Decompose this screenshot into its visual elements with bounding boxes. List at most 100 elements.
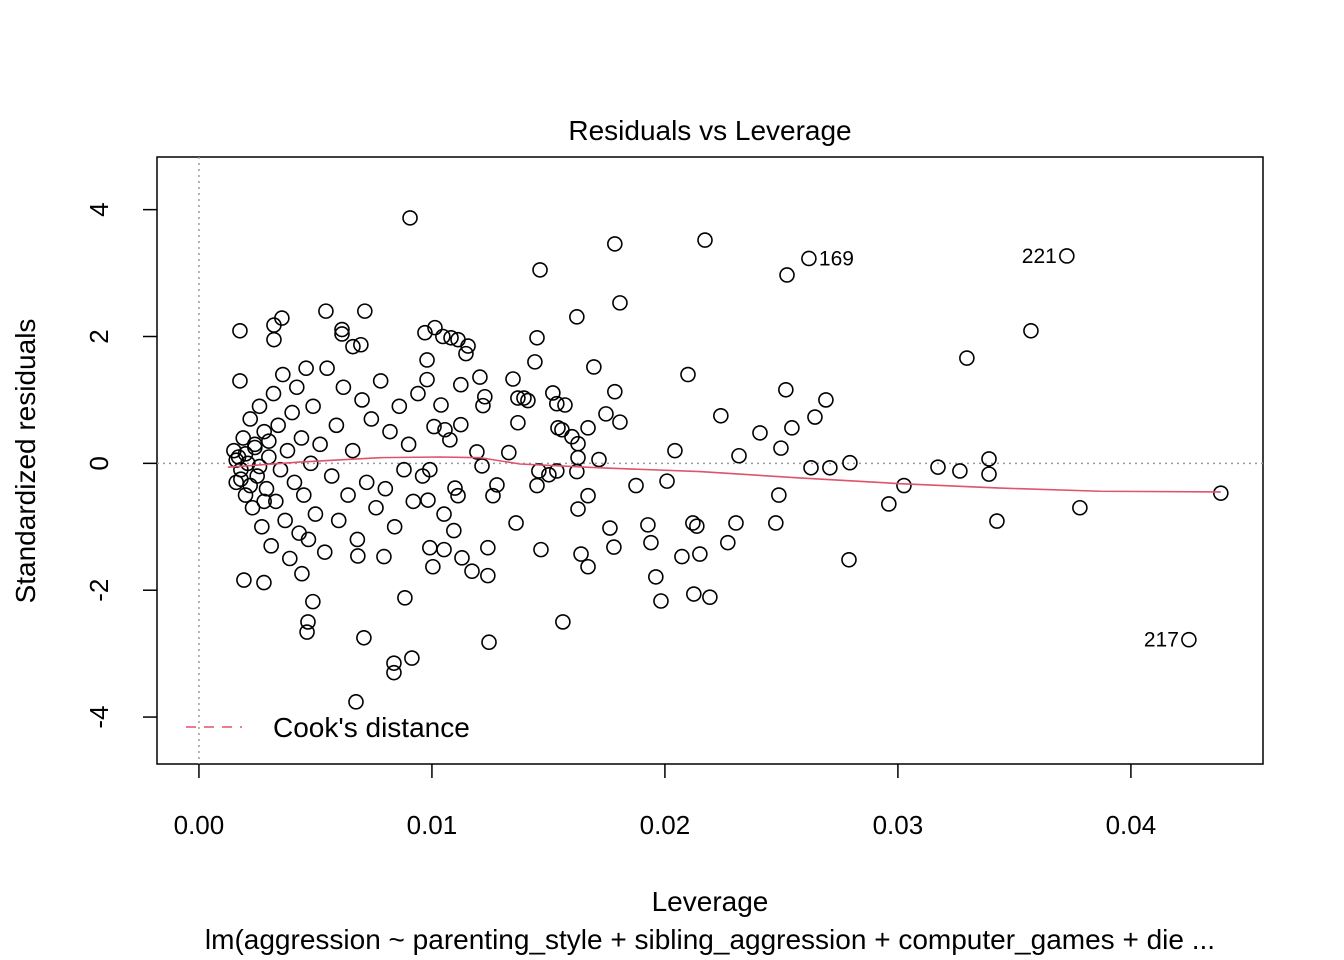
- point: [316, 544, 333, 560]
- point: [256, 423, 272, 440]
- point: [472, 369, 488, 385]
- legend-label: Cook's distance: [273, 712, 470, 743]
- point: [702, 589, 718, 605]
- point: [842, 454, 858, 471]
- y-axis-label: Standardized residuals: [10, 319, 41, 604]
- point: [477, 388, 493, 405]
- point: [236, 572, 252, 588]
- point: [330, 512, 347, 529]
- point: [510, 414, 526, 431]
- point: [419, 371, 435, 388]
- point: [435, 328, 451, 345]
- subtitle: lm(aggression ~ parenting_style + siblin…: [205, 924, 1215, 955]
- point: [569, 463, 585, 480]
- x-axis-label: Leverage: [652, 886, 769, 917]
- point: [454, 550, 470, 566]
- point: [302, 455, 319, 472]
- point: [244, 499, 261, 516]
- point: [404, 650, 420, 666]
- point: [298, 360, 314, 377]
- point: [643, 534, 659, 551]
- y-tick-label: 0: [84, 456, 114, 470]
- point: [778, 381, 794, 398]
- point: [959, 350, 975, 366]
- point: [358, 474, 375, 491]
- point: [697, 232, 713, 248]
- point: [728, 515, 744, 531]
- point: [952, 463, 968, 479]
- point: [580, 420, 596, 436]
- point: [436, 506, 452, 522]
- point: [752, 425, 768, 441]
- point: [242, 411, 258, 427]
- point: [410, 385, 426, 402]
- point: [469, 444, 485, 460]
- point: [300, 531, 317, 548]
- point: [555, 614, 571, 630]
- point: [896, 477, 912, 494]
- point: [773, 440, 789, 456]
- point: [527, 354, 543, 370]
- point: [312, 436, 328, 453]
- point: [307, 506, 324, 522]
- point: [251, 398, 268, 415]
- y-tick-label: -4: [84, 706, 114, 729]
- point: [533, 541, 549, 558]
- point: [422, 539, 438, 556]
- point: [261, 433, 277, 449]
- point: [981, 451, 997, 467]
- point: [807, 409, 823, 425]
- point: [284, 404, 300, 421]
- point: [464, 563, 480, 579]
- point: [433, 397, 449, 413]
- point: [989, 513, 1005, 529]
- point: [256, 574, 272, 591]
- point: [692, 546, 708, 562]
- x-tick-label: 0.03: [873, 810, 924, 840]
- point: [606, 539, 622, 555]
- point: [602, 520, 618, 536]
- point: [251, 458, 268, 475]
- point: [779, 267, 795, 283]
- point: [550, 420, 566, 436]
- point: [293, 430, 310, 446]
- point: [731, 447, 747, 464]
- point: [607, 383, 623, 400]
- point: [628, 477, 644, 494]
- point: [981, 466, 997, 482]
- point: [417, 324, 433, 341]
- point: [420, 492, 436, 508]
- point: [288, 379, 305, 396]
- point: [520, 392, 536, 409]
- point: [305, 593, 321, 610]
- point: [768, 515, 784, 531]
- point: [344, 442, 361, 459]
- point: [232, 373, 248, 389]
- point: [357, 303, 373, 319]
- point: [570, 501, 586, 517]
- point: [318, 303, 334, 319]
- point: [569, 309, 585, 325]
- point: [400, 436, 417, 453]
- point: [549, 395, 565, 412]
- point: [822, 459, 838, 476]
- point: [570, 449, 586, 466]
- point: [345, 338, 361, 355]
- x-tick-label: 0.01: [407, 810, 458, 840]
- x-tick-label: 0.02: [640, 810, 691, 840]
- point: [402, 210, 418, 226]
- point: [349, 531, 366, 548]
- chart-title: Residuals vs Leverage: [568, 115, 851, 146]
- point: [689, 518, 705, 534]
- point: [334, 321, 350, 338]
- point: [612, 414, 628, 430]
- point: [659, 473, 675, 489]
- point: [363, 411, 380, 427]
- point: [446, 522, 462, 539]
- point: [270, 417, 286, 434]
- point: [425, 558, 441, 575]
- point: [232, 322, 248, 339]
- point: [516, 390, 532, 406]
- point: [319, 360, 335, 377]
- smooth-line: [227, 456, 1221, 493]
